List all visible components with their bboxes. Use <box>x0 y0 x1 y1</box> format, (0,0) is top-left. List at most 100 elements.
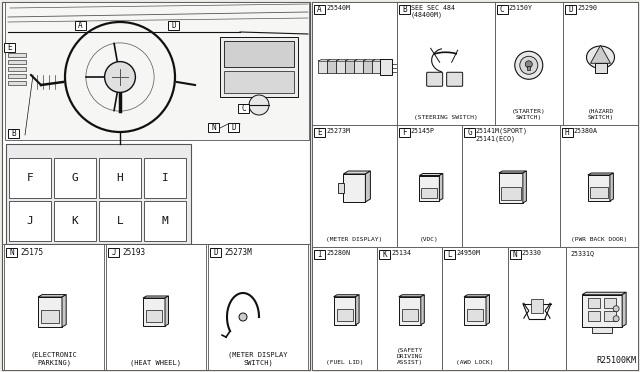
Bar <box>588 298 600 308</box>
Circle shape <box>613 316 619 322</box>
Bar <box>501 187 521 200</box>
Bar <box>379 250 390 259</box>
Text: A: A <box>78 21 83 30</box>
Polygon shape <box>419 173 443 176</box>
Bar <box>399 297 421 325</box>
Polygon shape <box>143 296 168 298</box>
Bar <box>372 60 381 73</box>
Bar <box>108 248 119 257</box>
Text: 25331Q: 25331Q <box>570 250 595 256</box>
Polygon shape <box>165 296 168 326</box>
Bar <box>402 309 418 321</box>
Polygon shape <box>333 295 359 297</box>
Bar <box>509 250 520 259</box>
Bar <box>344 174 365 202</box>
Polygon shape <box>62 295 66 327</box>
Circle shape <box>239 313 247 321</box>
Bar <box>99 201 141 241</box>
Text: 25134: 25134 <box>391 250 412 256</box>
Bar <box>99 158 141 198</box>
Bar <box>337 60 346 73</box>
Bar <box>9 158 51 198</box>
Bar <box>565 5 576 14</box>
Text: 25141M(SPORT)
25141(ECO): 25141M(SPORT) 25141(ECO) <box>476 128 528 141</box>
Bar <box>397 125 462 247</box>
Text: F: F <box>402 128 406 137</box>
Bar <box>497 5 508 14</box>
Bar <box>462 125 560 247</box>
Polygon shape <box>355 59 366 61</box>
Text: (HAZARD
SWITCH): (HAZARD SWITCH) <box>588 109 614 119</box>
Bar <box>208 123 219 132</box>
Polygon shape <box>346 59 357 61</box>
Bar <box>312 247 377 370</box>
Bar <box>590 187 608 198</box>
Text: (VDC): (VDC) <box>420 237 439 243</box>
Text: K: K <box>382 250 387 259</box>
Polygon shape <box>365 171 371 202</box>
Text: (STEERING SWITCH): (STEERING SWITCH) <box>414 115 477 119</box>
Circle shape <box>515 51 543 79</box>
Text: N: N <box>9 248 14 257</box>
Text: I: I <box>162 173 168 183</box>
Text: (ELECTRONIC
PARKING): (ELECTRONIC PARKING) <box>31 352 77 366</box>
Polygon shape <box>610 173 613 201</box>
Polygon shape <box>464 295 490 297</box>
Bar <box>54 201 96 241</box>
Text: 25380A: 25380A <box>574 128 598 134</box>
Text: H: H <box>116 173 124 183</box>
Bar <box>38 297 62 327</box>
Bar <box>318 60 328 73</box>
Bar <box>560 125 638 247</box>
Text: 25273M: 25273M <box>224 248 252 257</box>
Text: D: D <box>171 21 176 30</box>
Polygon shape <box>421 295 424 325</box>
Circle shape <box>525 61 532 68</box>
Bar <box>168 21 179 30</box>
Bar <box>604 311 616 321</box>
Polygon shape <box>356 295 359 325</box>
Bar <box>499 173 523 203</box>
Text: 25175: 25175 <box>20 248 43 257</box>
Text: G: G <box>72 173 78 183</box>
Bar <box>588 311 600 321</box>
Bar <box>208 244 308 370</box>
FancyBboxPatch shape <box>427 72 443 86</box>
Bar <box>377 247 442 370</box>
Text: L: L <box>447 250 452 259</box>
Bar <box>144 158 186 198</box>
Polygon shape <box>486 295 490 325</box>
Text: (SAFETY
DRIVING
ASSIST): (SAFETY DRIVING ASSIST) <box>397 349 423 365</box>
Polygon shape <box>399 295 424 297</box>
Text: (STARTER)
SWITCH): (STARTER) SWITCH) <box>512 109 546 119</box>
Text: 25193: 25193 <box>122 248 145 257</box>
Bar <box>6 144 191 244</box>
Text: N: N <box>513 250 517 259</box>
Text: (METER DISPLAY
SWITCH): (METER DISPLAY SWITCH) <box>228 352 288 366</box>
Text: G: G <box>467 128 472 137</box>
Polygon shape <box>588 173 613 175</box>
Bar <box>328 60 337 73</box>
Bar <box>210 248 221 257</box>
Polygon shape <box>337 59 348 61</box>
Text: A: A <box>317 5 322 14</box>
Text: SEE SEC 484
(48400M): SEE SEC 484 (48400M) <box>411 5 455 19</box>
Text: E: E <box>7 43 12 52</box>
Text: (HEAT WHEEL): (HEAT WHEEL) <box>131 359 182 366</box>
Text: E: E <box>317 128 322 137</box>
Bar <box>588 175 610 201</box>
Bar <box>314 5 325 14</box>
Bar <box>380 59 392 75</box>
Bar <box>2 2 310 370</box>
Bar <box>54 158 96 198</box>
Text: L: L <box>116 216 124 226</box>
Text: 25273M: 25273M <box>326 128 350 134</box>
Bar <box>397 2 495 125</box>
Text: 24950M: 24950M <box>456 250 481 256</box>
Bar <box>399 128 410 137</box>
Bar <box>595 63 607 73</box>
Polygon shape <box>499 171 526 173</box>
Bar <box>562 128 573 137</box>
Bar <box>224 41 294 67</box>
Circle shape <box>249 95 269 115</box>
